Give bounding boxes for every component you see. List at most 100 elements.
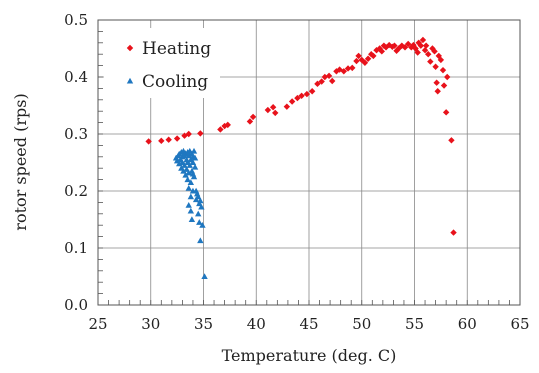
heating-point: [432, 63, 439, 70]
x-tick-label: 55: [405, 315, 424, 333]
cooling-point: [184, 176, 191, 183]
cooling-point: [201, 273, 208, 280]
y-tick-label: 0.5: [64, 11, 88, 29]
heating-point: [264, 106, 272, 114]
heating-point: [368, 51, 375, 58]
x-tick-label: 35: [194, 315, 213, 333]
cooling-point: [198, 203, 205, 210]
heating-point: [450, 229, 457, 236]
heating-point: [294, 94, 301, 102]
heating-point: [431, 48, 438, 55]
heating-point: [185, 130, 192, 138]
cooling-point: [180, 167, 187, 174]
legend-marker: [126, 44, 134, 52]
heating-point: [433, 79, 440, 86]
heating-point: [440, 82, 448, 89]
cooling-point: [195, 210, 202, 217]
heating-point: [437, 56, 445, 64]
heating-point: [298, 92, 305, 100]
heating-point: [344, 65, 352, 72]
cooling-point: [183, 166, 190, 172]
heating-point: [444, 73, 451, 81]
cooling-point: [185, 184, 192, 191]
legend-marker: [126, 77, 134, 84]
cooling-point: [185, 202, 192, 208]
heating-point: [425, 51, 432, 58]
heating-point: [391, 42, 398, 49]
y-tick-label: 0.0: [64, 296, 88, 314]
heating-point: [197, 130, 204, 137]
heating-point: [145, 138, 152, 145]
heating-point: [336, 66, 343, 73]
heating-point: [439, 66, 447, 74]
heating-point: [303, 90, 311, 98]
heating-point: [283, 103, 291, 110]
cooling-point: [191, 163, 199, 170]
heating-point: [421, 47, 429, 54]
heating-point: [434, 88, 441, 95]
heating-point: [417, 42, 425, 49]
heating-series: [145, 36, 457, 236]
legend-heating-label: Heating: [142, 39, 211, 59]
heating-point: [165, 136, 172, 143]
heating-point: [288, 98, 296, 105]
cooling-point: [182, 171, 189, 178]
cooling-point: [187, 179, 195, 186]
cooling-point: [197, 197, 204, 204]
cooling-point: [185, 152, 192, 159]
heating-point: [370, 52, 377, 60]
x-tick-label: 60: [458, 315, 477, 333]
cooling-point: [199, 222, 206, 228]
cooling-point: [197, 237, 204, 244]
cooling-point: [187, 193, 195, 200]
heating-point: [224, 121, 231, 129]
heating-point: [325, 72, 333, 80]
heating-point: [173, 135, 181, 142]
heating-point: [427, 58, 434, 65]
heating-point: [246, 118, 254, 125]
y-tick-label: 0.4: [64, 68, 88, 86]
x-tick-label: 50: [352, 315, 371, 333]
heating-point: [355, 52, 362, 60]
legend-heating-marker: [126, 44, 134, 52]
x-tick-label: 30: [141, 315, 160, 333]
y-axis-title: rotor speed (rps): [11, 93, 30, 230]
x-tick-label: 65: [510, 315, 529, 333]
cooling-point: [188, 216, 196, 223]
heating-point: [340, 68, 348, 75]
heating-point: [158, 137, 165, 145]
heating-point: [378, 48, 385, 55]
cooling-point: [189, 159, 197, 166]
cooling-point: [191, 154, 199, 161]
heating-point: [318, 78, 325, 85]
legend: Heating Cooling: [104, 28, 220, 98]
cooling-series: [172, 147, 208, 280]
heating-point: [448, 137, 455, 144]
heating-point: [419, 36, 427, 44]
x-tick-labels: 25 30 35 40 45 50 55 60 65: [88, 315, 529, 333]
heating-point: [314, 80, 321, 88]
heating-point: [353, 57, 360, 65]
x-tick-label: 40: [247, 315, 266, 333]
legend-cooling-marker: [126, 77, 134, 84]
cooling-point: [195, 193, 202, 200]
heating-point: [361, 59, 369, 66]
x-axis-title: Temperature (deg. C): [222, 346, 397, 365]
y-tick-label: 0.1: [64, 239, 88, 257]
heating-point: [414, 49, 421, 56]
cooling-point: [185, 169, 192, 176]
heating-point: [333, 68, 340, 75]
legend-box: [104, 28, 220, 98]
heating-point: [269, 104, 277, 111]
heating-point: [249, 113, 257, 121]
legend-cooling-label: Cooling: [142, 72, 208, 92]
heating-point: [442, 109, 450, 116]
cooling-point: [190, 147, 198, 154]
heating-point: [415, 39, 422, 46]
y-tick-labels: 0.0 0.1 0.2 0.3 0.4 0.5: [64, 11, 88, 314]
heating-point: [401, 44, 409, 51]
heating-point: [364, 55, 372, 62]
heating-point: [308, 88, 316, 95]
heating-point: [217, 126, 224, 133]
